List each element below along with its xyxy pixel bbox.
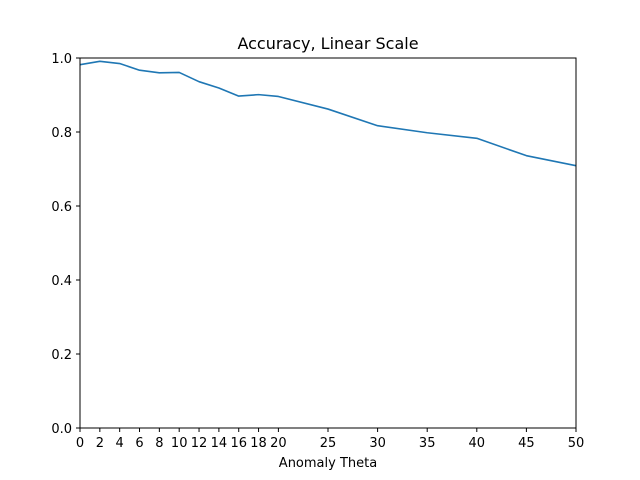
y-tick-label: 0.8 (51, 126, 72, 141)
x-tick-label: 45 (518, 436, 535, 451)
series-line (79, 60, 577, 167)
x-tick-label: 14 (211, 436, 228, 451)
chart-title: Accuracy, Linear Scale (237, 34, 418, 53)
y-tick-label: 0.0 (51, 422, 72, 437)
x-tick-label: 40 (469, 436, 486, 451)
x-tick-label: 12 (191, 436, 208, 451)
x-tick-label: 18 (250, 436, 267, 451)
x-tick-label: 20 (270, 436, 287, 451)
x-tick-label: 35 (419, 436, 436, 451)
x-tick-label: 25 (320, 436, 337, 451)
axes-frame (79, 57, 577, 429)
x-tick-label: 2 (96, 436, 104, 451)
y-tick-label: 0.6 (51, 200, 72, 215)
x-tick-label: 0 (76, 436, 84, 451)
x-tick-label: 30 (369, 436, 386, 451)
x-tick-label: 8 (155, 436, 163, 451)
y-tick-label: 0.4 (51, 274, 72, 289)
y-axis: 0.0 0.2 0.4 0.6 0.8 1.0 (51, 52, 80, 437)
x-tick-label: 6 (135, 436, 143, 451)
x-tick-label: 10 (171, 436, 188, 451)
x-axis-label: Anomaly Theta (279, 456, 377, 471)
x-axis: 0 2 4 6 8 10 12 14 16 18 20 25 30 35 40 45 50 (76, 428, 584, 451)
x-tick-label: 4 (116, 436, 124, 451)
plot-area (79, 60, 577, 167)
x-tick-label: 50 (568, 436, 585, 451)
x-tick-label: 16 (230, 436, 247, 451)
y-tick-label: 0.2 (51, 348, 72, 363)
y-tick-label: 1.0 (51, 52, 72, 67)
